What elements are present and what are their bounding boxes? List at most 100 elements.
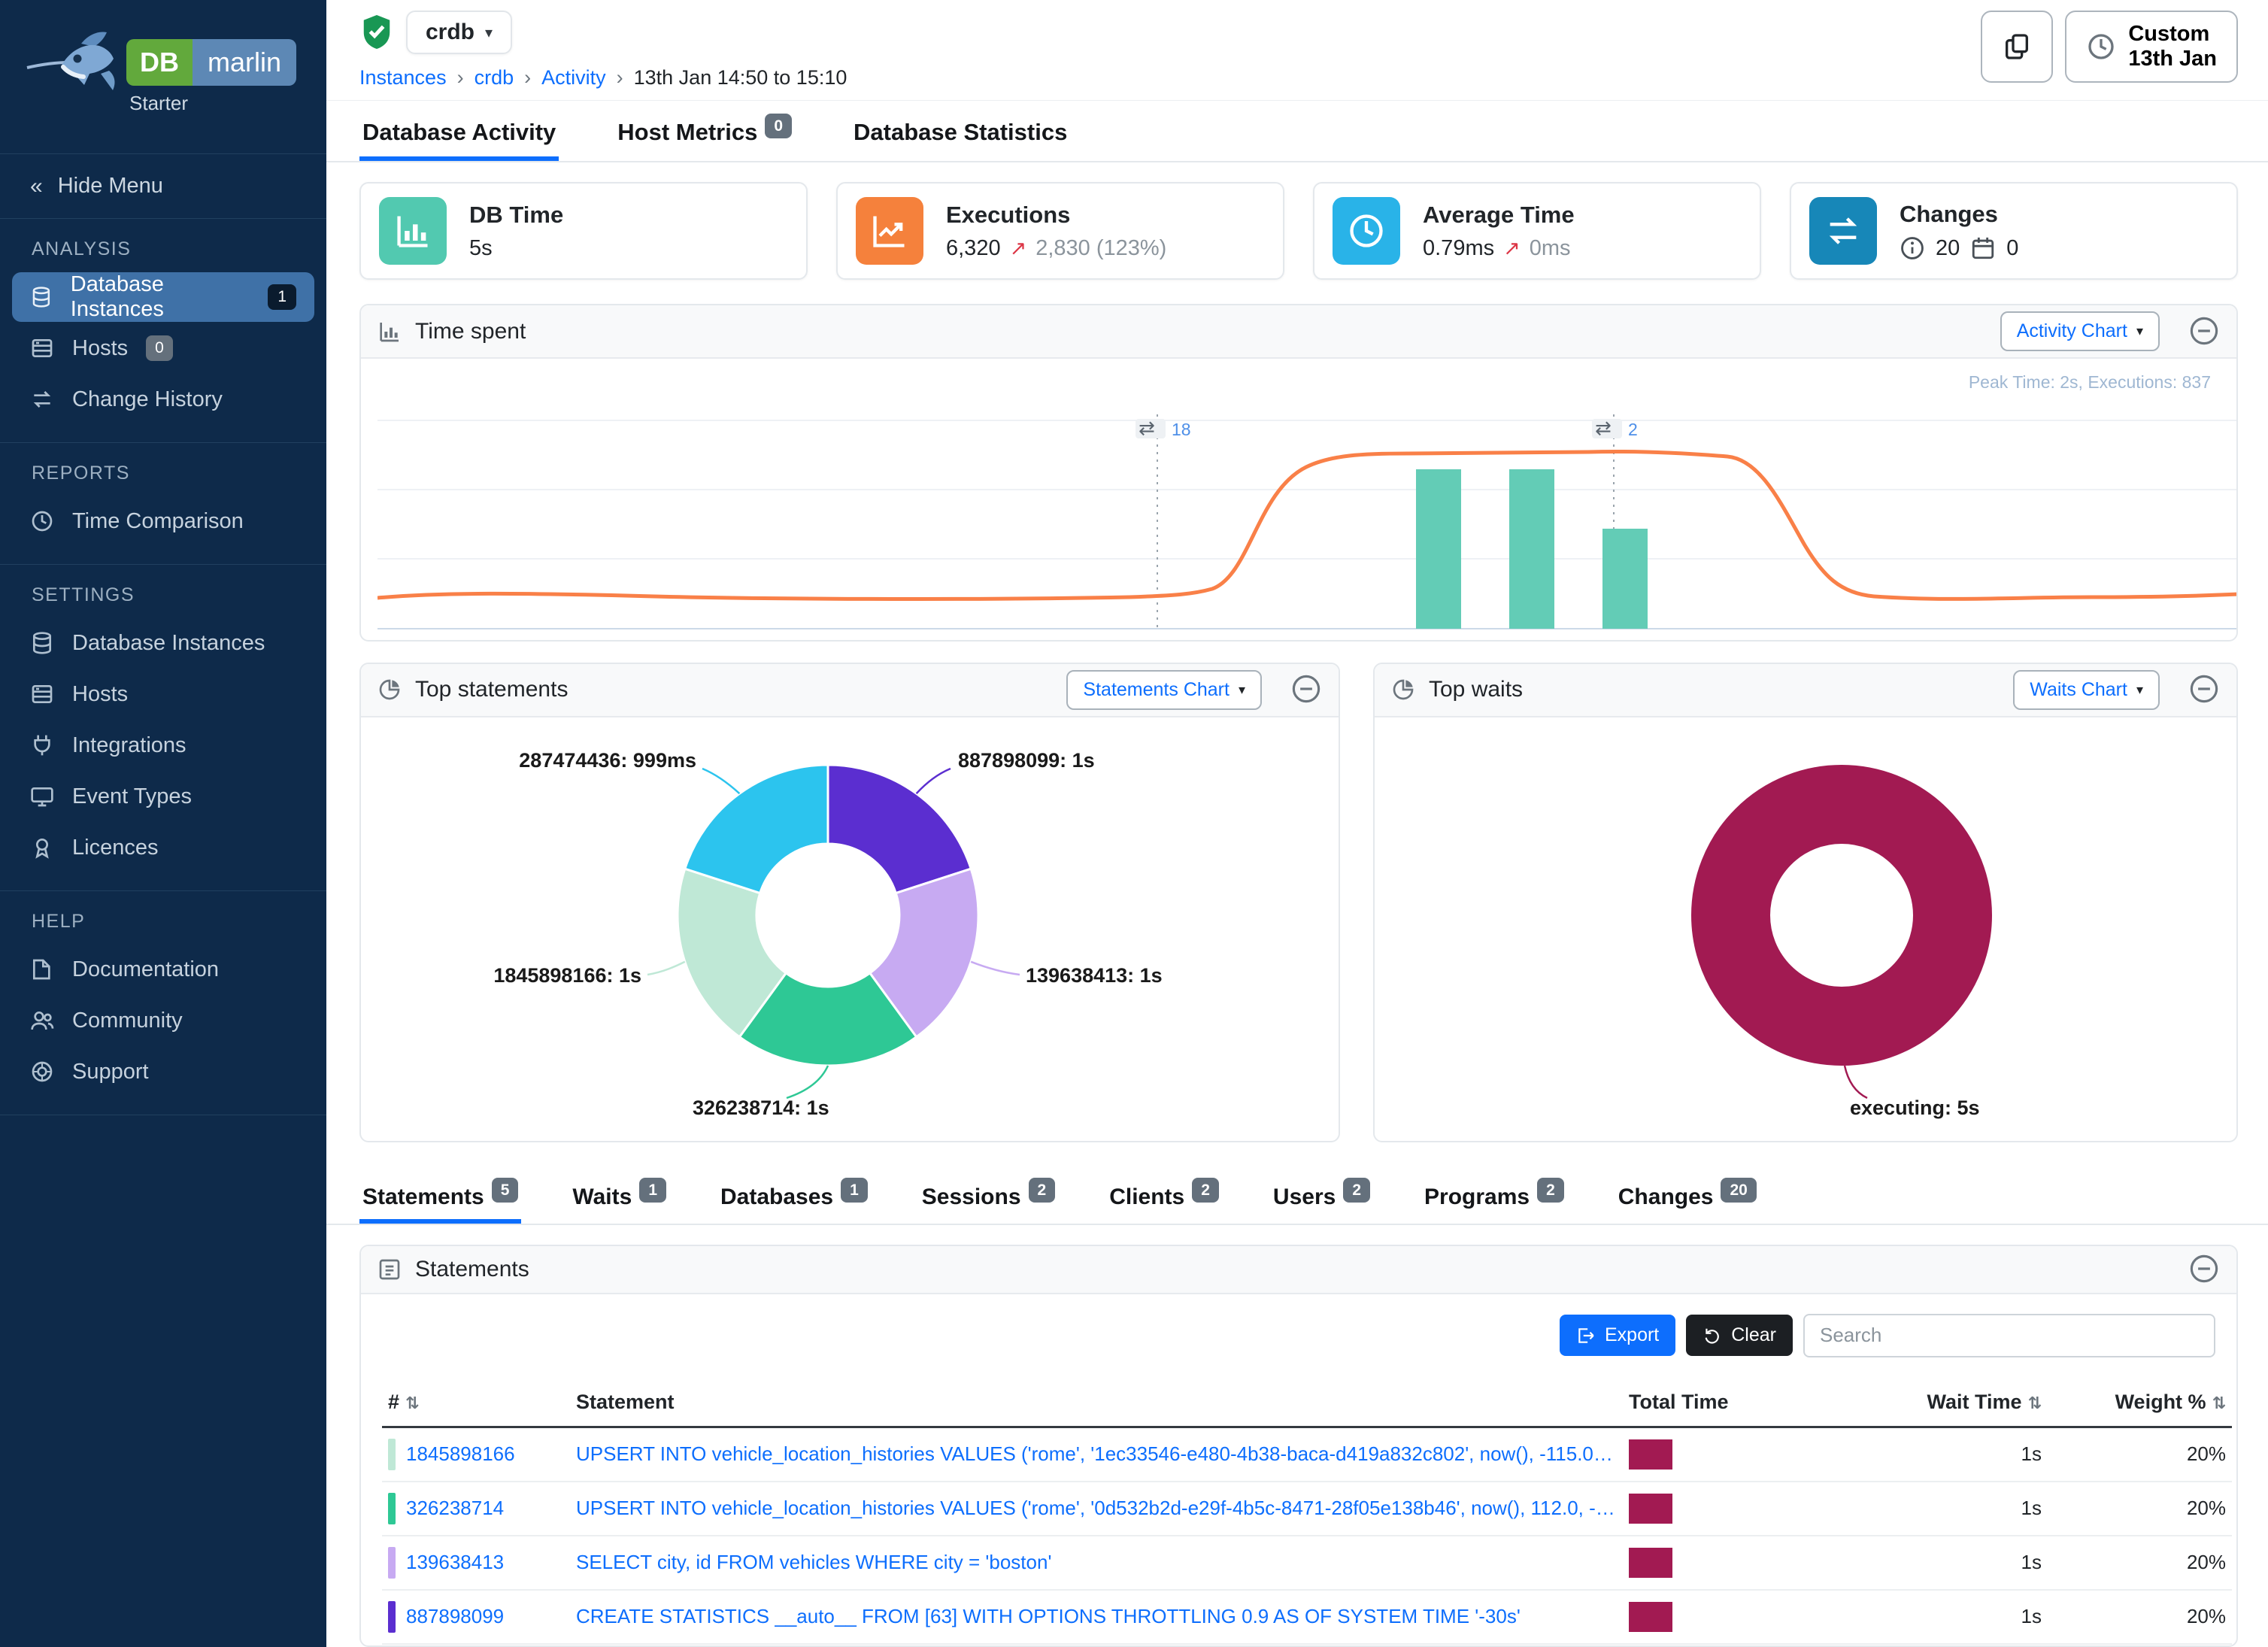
changes-info-count: 20 xyxy=(1936,235,1960,260)
tab-databases[interactable]: Databases 1 xyxy=(717,1168,871,1224)
sidebar-item-change-history[interactable]: Change History xyxy=(12,375,314,424)
panel-title: Time spent xyxy=(415,318,526,344)
sidebar-item-hosts[interactable]: Hosts 0 xyxy=(12,323,314,373)
copy-link-button[interactable] xyxy=(1981,11,2054,83)
donut-label: 326238714: 1s xyxy=(693,1096,829,1119)
statements-panel: Statements Export Clear #⇅ Statement Tot… xyxy=(359,1244,2238,1647)
time-range-button[interactable]: Custom 13th Jan xyxy=(2065,11,2238,83)
clock-icon xyxy=(2086,32,2116,62)
weight-value: 20% xyxy=(2048,1643,2232,1645)
brand: DB marlin Starter xyxy=(0,0,326,154)
info-icon[interactable] xyxy=(1900,235,1925,261)
tab-database-activity[interactable]: Database Activity xyxy=(359,101,559,161)
chevron-down-icon: ▾ xyxy=(2136,323,2143,338)
statements-chart-dropdown[interactable]: Statements Chart ▾ xyxy=(1066,669,1262,710)
donut-slice-326238714[interactable] xyxy=(738,971,918,1067)
breadcrumb-activity[interactable]: Activity xyxy=(541,66,606,89)
collapse-panel-button[interactable] xyxy=(1290,673,1322,706)
sidebar-item-settings-database-instances[interactable]: Database Instances xyxy=(12,618,314,668)
activity-chart[interactable]: Peak Time: 2s, Executions: 837 ⇄ 18 xyxy=(361,359,2236,640)
donut-slice-887898099[interactable] xyxy=(826,763,973,895)
changes-calendar-count: 0 xyxy=(2006,235,2019,260)
statement-id-link[interactable]: 1845898166 xyxy=(406,1442,515,1466)
breadcrumb-crdb[interactable]: crdb xyxy=(474,66,514,89)
executions-bar[interactable] xyxy=(1509,469,1554,629)
sidebar-item-documentation[interactable]: Documentation xyxy=(12,945,314,994)
donut-slice-139638413[interactable] xyxy=(868,867,980,1039)
rosette-icon xyxy=(30,836,54,860)
table-row: 1845898166 UPSERT INTO vehicle_location_… xyxy=(382,1427,2232,1482)
instance-selector[interactable]: crdb ▾ xyxy=(406,11,513,54)
total-time-bar xyxy=(1629,1601,1672,1632)
statement-sql-link[interactable]: CREATE STATISTICS __auto__ FROM [63] WIT… xyxy=(576,1605,1521,1628)
sidebar-item-time-comparison[interactable]: Time Comparison xyxy=(12,496,314,546)
statement-sql-link[interactable]: UPSERT INTO vehicle_location_histories V… xyxy=(576,1442,1617,1466)
sidebar-item-licences[interactable]: Licences xyxy=(12,823,314,872)
tab-programs[interactable]: Programs 2 xyxy=(1421,1168,1567,1224)
total-time-bar xyxy=(1629,1439,1672,1470)
tab-waits[interactable]: Waits 1 xyxy=(569,1168,669,1224)
activity-chart-dropdown[interactable]: Activity Chart ▾ xyxy=(2000,311,2160,351)
table-row: 287474436 UPSERT INTO vehicle_location_h… xyxy=(382,1643,2232,1645)
swap-arrows-icon xyxy=(30,387,54,411)
donut-slice-1845898166[interactable] xyxy=(676,867,788,1039)
sidebar-item-support[interactable]: Support xyxy=(12,1047,314,1096)
kpi-value: 0.79ms xyxy=(1423,235,1495,260)
bar-chart-icon xyxy=(379,197,447,265)
column-header-wait-time[interactable]: Wait Time ⇅ xyxy=(1800,1378,2048,1428)
tab-statements[interactable]: Statements 5 xyxy=(359,1168,521,1224)
collapse-panel-button[interactable] xyxy=(2188,315,2220,348)
column-header-total-time[interactable]: Total Time xyxy=(1623,1378,1800,1428)
top-statements-panel: Top statements Statements Chart ▾ 287474… xyxy=(359,662,1340,1142)
collapse-panel-button[interactable] xyxy=(2188,673,2220,706)
column-header-id[interactable]: # ⇅ xyxy=(382,1378,570,1428)
calendar-icon[interactable] xyxy=(1970,235,1996,261)
statement-sql-link[interactable]: SELECT city, id FROM vehicles WHERE city… xyxy=(576,1551,1052,1574)
export-button[interactable]: Export xyxy=(1559,1315,1676,1357)
donut-slice-287474436[interactable] xyxy=(683,763,829,895)
statement-id-link[interactable]: 326238714 xyxy=(406,1497,505,1520)
tab-changes[interactable]: Changes 20 xyxy=(1615,1168,1760,1224)
hide-menu-button[interactable]: « Hide Menu xyxy=(0,154,326,219)
sidebar-item-database-instances[interactable]: Database Instances 1 xyxy=(12,272,314,322)
donut-slice-executing[interactable] xyxy=(1691,764,1992,1066)
column-header-statement[interactable]: Statement xyxy=(570,1378,1623,1428)
clear-button[interactable]: Clear xyxy=(1686,1315,1793,1357)
minus-circle-icon xyxy=(1290,673,1322,705)
change-marker[interactable]: ⇄ 18 xyxy=(1136,417,1191,439)
executions-bar[interactable] xyxy=(1416,469,1461,629)
statements-donut-chart[interactable]: 287474436: 999ms 887898099: 1s 184589816… xyxy=(361,717,1299,1137)
sidebar-item-settings-hosts[interactable]: Hosts xyxy=(12,669,314,719)
database-icon xyxy=(30,285,53,309)
wait-time-value: 1s xyxy=(1800,1589,2048,1645)
collapse-panel-button[interactable] xyxy=(2188,1253,2220,1286)
statement-sql-link[interactable]: UPSERT INTO vehicle_location_histories V… xyxy=(576,1497,1617,1520)
sidebar-item-integrations[interactable]: Integrations xyxy=(12,720,314,770)
kpi-average-time: Average Time 0.79ms ↗ 0ms xyxy=(1313,182,1761,280)
statement-id-link[interactable]: 887898099 xyxy=(406,1605,505,1628)
tab-users[interactable]: Users 2 xyxy=(1270,1168,1373,1224)
weight-value: 20% xyxy=(2048,1589,2232,1645)
tab-clients[interactable]: Clients 2 xyxy=(1106,1168,1222,1224)
monitor-icon xyxy=(30,784,54,808)
tab-sessions[interactable]: Sessions 2 xyxy=(919,1168,1058,1224)
tab-host-metrics[interactable]: Host Metrics 0 xyxy=(614,101,795,161)
waits-chart-dropdown[interactable]: Waits Chart ▾ xyxy=(2013,669,2160,710)
search-input[interactable] xyxy=(1803,1313,2215,1357)
waits-donut-chart[interactable]: executing: 5s xyxy=(1375,717,2227,1137)
server-icon xyxy=(30,682,54,706)
breadcrumb-separator: › xyxy=(616,66,623,89)
weight-value: 20% xyxy=(2048,1535,2232,1591)
column-header-weight[interactable]: Weight % ⇅ xyxy=(2048,1378,2232,1428)
statement-id-link[interactable]: 139638413 xyxy=(406,1551,505,1574)
detail-tabs: Statements 5 Waits 1 Databases 1 Sessions 2 … xyxy=(326,1168,2268,1225)
total-time-bar xyxy=(1629,1493,1672,1524)
sidebar-item-event-types[interactable]: Event Types xyxy=(12,772,314,821)
breadcrumb-instances[interactable]: Instances xyxy=(359,66,447,89)
sidebar-item-community[interactable]: Community xyxy=(12,996,314,1045)
change-marker[interactable]: ⇄ 2 xyxy=(1592,417,1638,439)
tab-database-statistics[interactable]: Database Statistics xyxy=(854,119,1068,145)
executions-bar[interactable] xyxy=(1602,529,1648,629)
statement-color-swatch xyxy=(388,1492,396,1524)
panel-title: Top statements xyxy=(415,677,569,702)
